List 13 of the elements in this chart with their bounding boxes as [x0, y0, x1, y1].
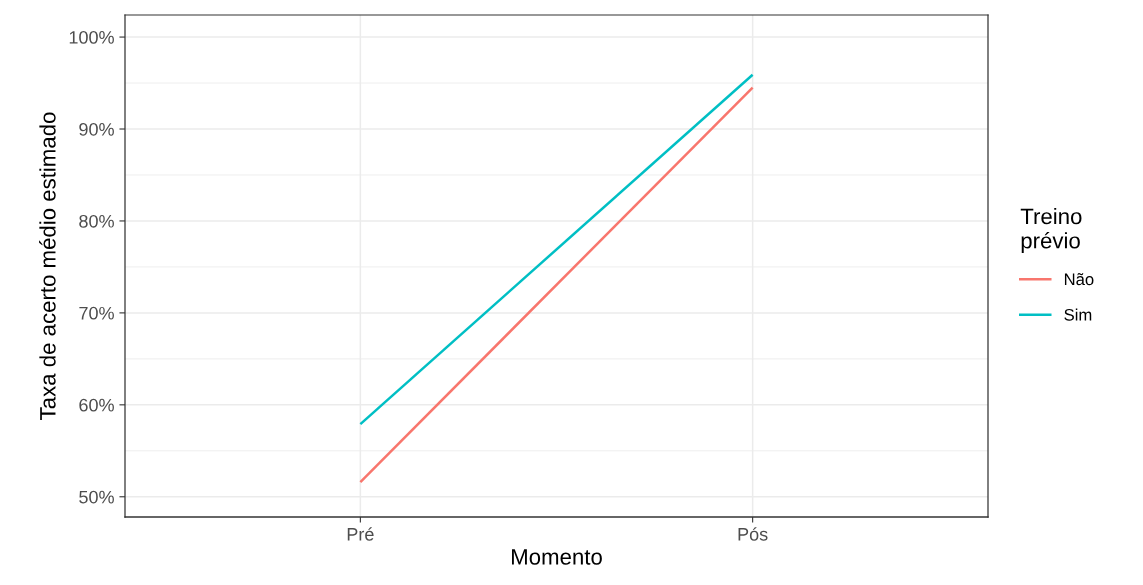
- legend-label: Sim: [1064, 308, 1092, 321]
- y-tick-label: 50%: [79, 490, 114, 504]
- x-tick-label: Pré: [347, 527, 374, 541]
- legend-label: Não: [1064, 273, 1094, 286]
- legend-title: Treino prévio: [1020, 207, 1082, 253]
- y-tick-label: 60%: [79, 398, 114, 412]
- y-tick-label: 100%: [69, 31, 114, 44]
- y-tick-label: 90%: [79, 122, 114, 136]
- y-tick-label: 80%: [79, 214, 114, 228]
- x-axis-title: Momento: [512, 549, 602, 565]
- y-axis-title: Taxa de acerto médio estimado: [39, 112, 56, 420]
- x-tick-label: Pós: [738, 527, 768, 541]
- y-tick-label: 70%: [79, 306, 114, 320]
